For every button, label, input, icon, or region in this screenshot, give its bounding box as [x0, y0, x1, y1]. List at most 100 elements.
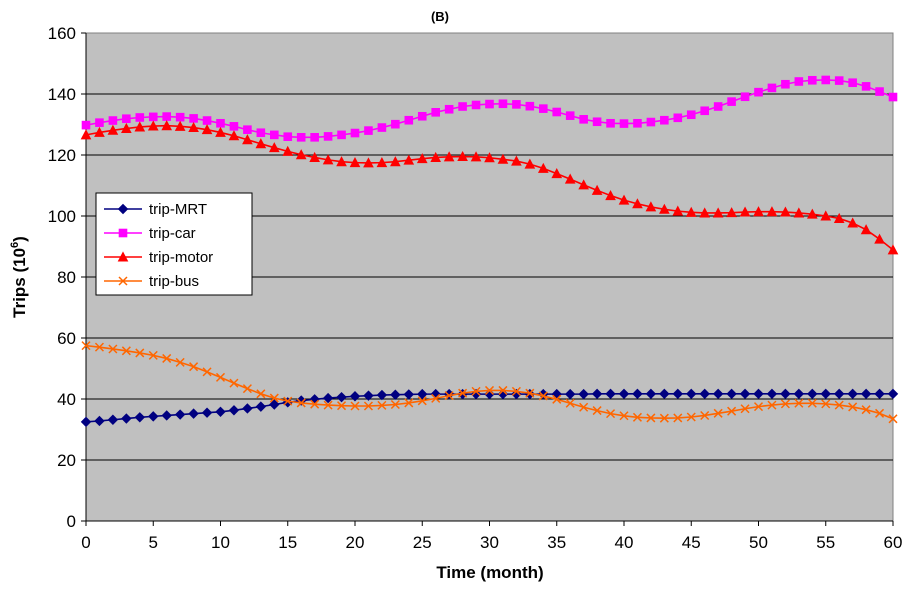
data-point [780, 388, 791, 400]
data-point [591, 388, 603, 400]
data-point [322, 154, 334, 165]
data-point [672, 388, 684, 400]
data-point [860, 388, 872, 400]
data-point [228, 405, 240, 416]
y-axis-title-close: ) [10, 236, 29, 242]
data-point [322, 392, 334, 404]
data-point [808, 75, 817, 85]
data-point [578, 388, 589, 400]
data-point [618, 194, 630, 205]
x-tick-label: 10 [211, 533, 230, 552]
data-point [807, 388, 818, 400]
data-point [121, 346, 131, 356]
data-point [861, 405, 871, 415]
legend-item: trip-bus [104, 273, 199, 290]
data-point [700, 410, 710, 421]
data-point [404, 398, 414, 408]
data-point [726, 388, 737, 400]
legend-marker [117, 251, 129, 262]
data-point [887, 244, 899, 255]
data-point [511, 155, 522, 166]
x-tick-label: 15 [278, 533, 297, 552]
data-point [525, 101, 535, 111]
data-point [699, 207, 711, 218]
data-point [498, 385, 508, 395]
data-point [242, 134, 253, 145]
data-point [484, 385, 495, 395]
data-point [148, 350, 158, 360]
data-point [619, 119, 629, 128]
x-tick-label: 35 [547, 533, 566, 552]
legend-item: trip-MRT [104, 201, 207, 218]
data-point [122, 114, 131, 124]
data-point [216, 118, 225, 128]
data-point [794, 77, 804, 86]
data-point [699, 388, 710, 400]
data-point [242, 403, 253, 414]
data-point [282, 145, 294, 156]
data-point [337, 130, 346, 140]
data-point [753, 402, 764, 412]
data-point [592, 406, 602, 416]
data-point [135, 113, 145, 122]
data-point [726, 207, 737, 218]
data-point [121, 413, 132, 424]
data-point [820, 388, 831, 400]
data-point [470, 151, 482, 162]
legend-item: trip-car [104, 225, 196, 242]
data-point [310, 399, 320, 409]
data-point [820, 210, 832, 221]
data-point [564, 388, 576, 400]
data-point [174, 120, 186, 131]
y-tick-label: 40 [57, 390, 76, 409]
data-point [189, 362, 199, 372]
data-point [188, 121, 199, 133]
data-point [376, 389, 388, 401]
data-point [175, 357, 185, 367]
data-point [780, 399, 790, 409]
data-point [552, 107, 562, 117]
data-point [349, 391, 361, 402]
legend-label: trip-bus [149, 273, 199, 290]
data-point [579, 115, 588, 124]
data-point [727, 97, 736, 106]
data-point [848, 78, 857, 88]
data-point [767, 400, 777, 410]
data-point [632, 388, 643, 400]
data-point [887, 388, 899, 400]
data-point [416, 153, 428, 164]
data-point [134, 412, 146, 423]
data-point [161, 120, 173, 131]
data-point [565, 111, 575, 120]
data-point [107, 124, 119, 135]
data-point [377, 400, 387, 410]
data-point [94, 342, 104, 352]
data-point [753, 206, 764, 217]
data-point [444, 391, 454, 401]
data-point [591, 184, 603, 195]
series-trip-motor [80, 120, 899, 255]
data-point [430, 151, 442, 162]
data-point [619, 411, 629, 421]
data-point [121, 122, 132, 133]
data-point [296, 133, 306, 142]
data-point [606, 409, 616, 419]
data-point [834, 400, 844, 410]
x-axis-title: Time (month) [436, 563, 543, 582]
data-point [712, 388, 724, 400]
data-point [81, 120, 91, 130]
data-point [94, 126, 105, 137]
data-point [108, 116, 118, 125]
data-point [269, 399, 280, 410]
data-point [739, 206, 751, 217]
data-point [605, 189, 616, 201]
data-point [700, 106, 710, 116]
data-point [686, 412, 696, 422]
x-tick-label: 30 [480, 533, 499, 552]
data-point [443, 151, 455, 162]
data-point [417, 111, 427, 121]
data-point [270, 130, 279, 140]
data-point [632, 198, 643, 209]
data-point [147, 120, 159, 131]
data-point [202, 116, 212, 125]
